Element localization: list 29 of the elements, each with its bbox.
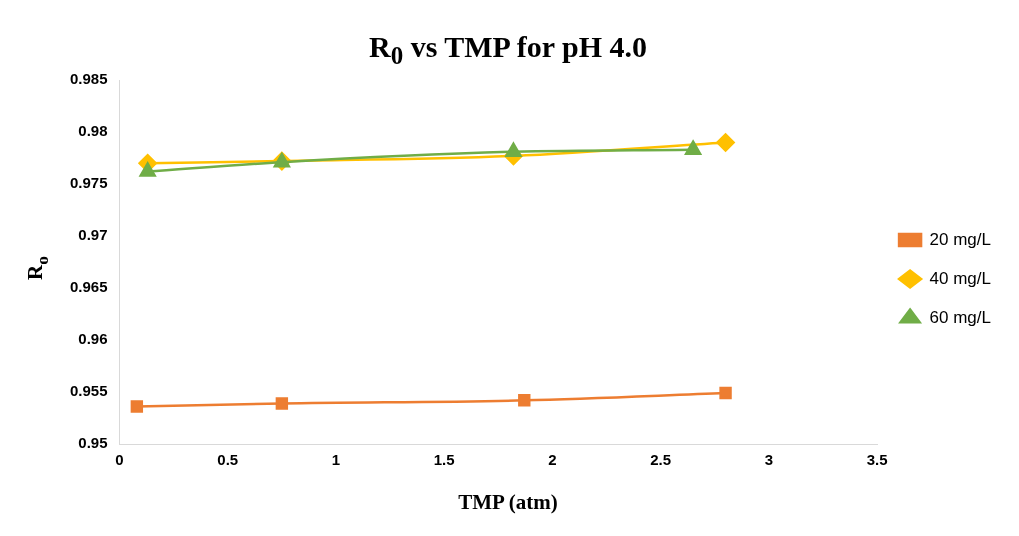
y-tick-label: 0.955 [69, 382, 108, 400]
x-tick-label: 3.5 [866, 451, 888, 469]
y-tick-label: 0.97 [78, 226, 108, 244]
point [716, 133, 735, 152]
point [684, 140, 702, 155]
chart-title: R$_{0}$ vs TMP for pH 4.0 [367, 30, 649, 70]
legend-label: 20 mg/L [929, 229, 992, 249]
x-tick-label: 0 [115, 451, 124, 469]
legend-label: 60 mg/L [929, 307, 992, 327]
legend-label: 40 mg/L [929, 268, 992, 288]
x-tick-label: 3 [764, 451, 774, 469]
y-tick-label: 0.95 [78, 434, 108, 452]
y-tick-label: 0.975 [69, 174, 108, 192]
y-tick-label: 0.965 [69, 278, 108, 296]
point [130, 400, 144, 413]
x-tick-label: 2.5 [650, 451, 672, 469]
point [139, 162, 156, 177]
x-tick-label: 2 [548, 451, 557, 469]
y-tick-label: 0.96 [78, 330, 108, 348]
x-axis-title: TMP (atm) [457, 490, 559, 515]
y-tick-label: 0.985 [69, 70, 108, 88]
point [505, 142, 522, 158]
point [518, 394, 531, 407]
point [275, 397, 289, 410]
x-tick-label: 0.5 [217, 451, 239, 469]
x-tick-label: 1 [331, 451, 341, 469]
x-tick-label: 1.5 [433, 451, 455, 469]
point [719, 386, 732, 400]
y-tick-label: 0.98 [78, 122, 108, 140]
